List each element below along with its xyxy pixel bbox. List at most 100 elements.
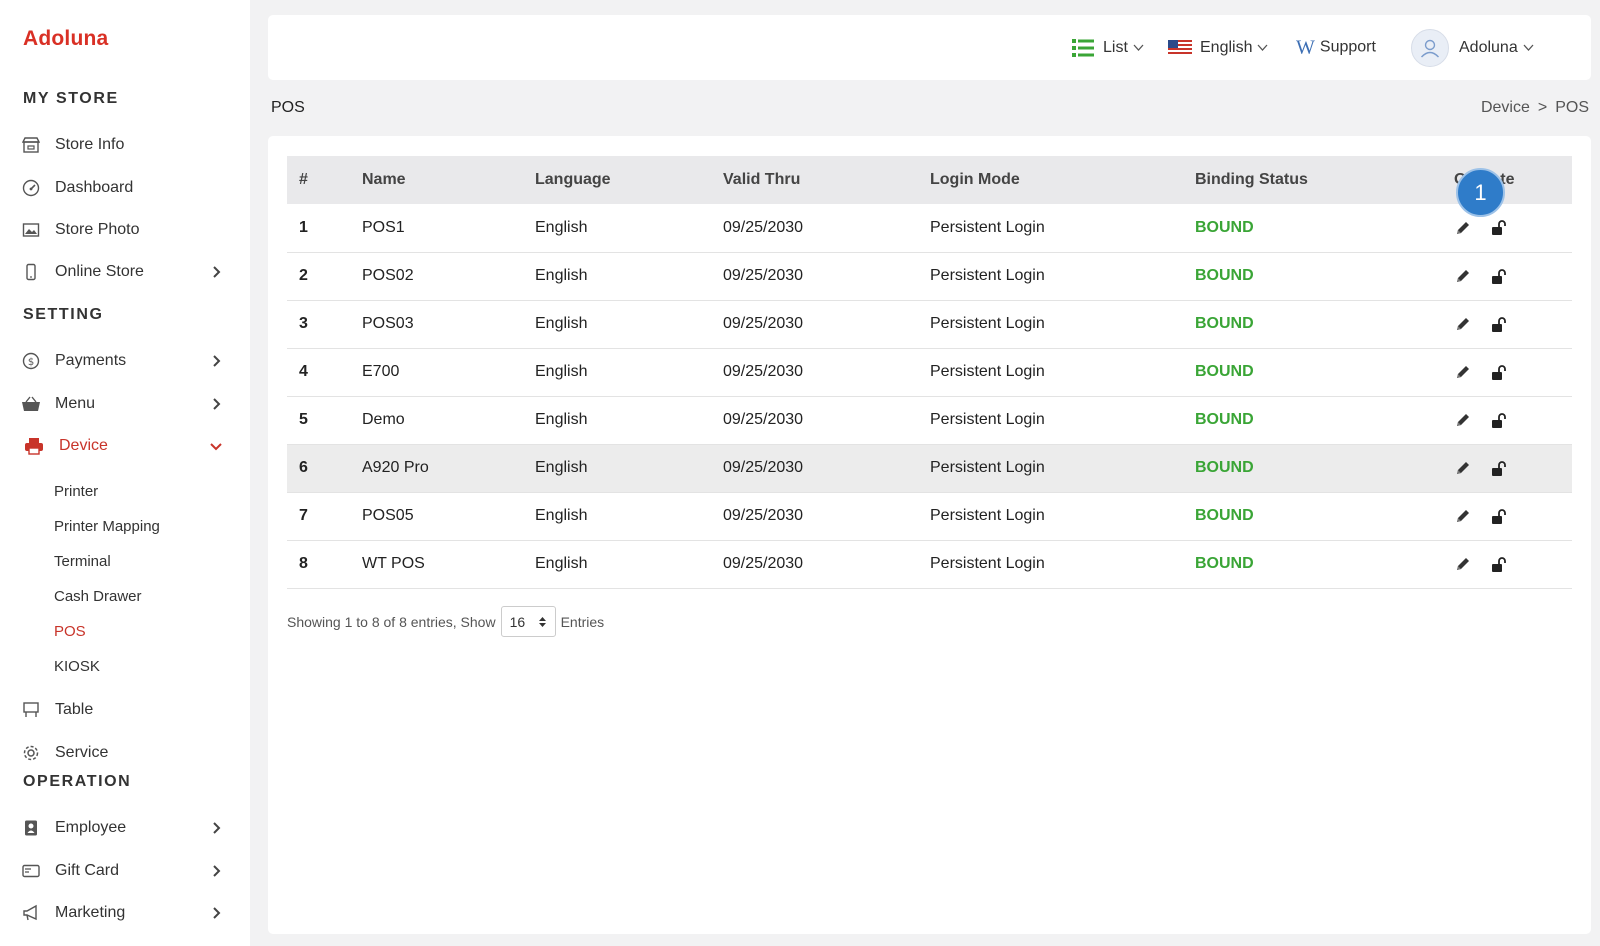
sidebar-item-service[interactable]: Service [0,733,250,773]
edit-pencil-icon[interactable] [1454,363,1472,381]
user-menu[interactable]: Adoluna [1411,28,1534,67]
cell-operate [1454,492,1572,540]
sidebar-item-table[interactable]: Table [0,690,250,730]
sidebar-item-online-store[interactable]: Online Store [0,252,250,292]
cell-operate [1454,540,1572,588]
chevron-down-icon [1258,44,1268,51]
unlock-icon[interactable] [1490,363,1508,381]
table-row[interactable]: 2 POS02 English 09/25/2030 Persistent Login B… [287,252,1572,300]
unlock-icon[interactable] [1490,555,1508,573]
sidebar-item-label: Store Photo [55,221,140,238]
sidebar-sub-printer[interactable]: Printer [54,483,99,500]
unlock-icon[interactable] [1490,315,1508,333]
cell-login-mode: Persistent Login [930,267,1045,284]
edit-pencil-icon[interactable] [1454,555,1472,573]
cell-valid-thru: 09/25/2030 [723,363,804,380]
svg-text:$: $ [28,357,34,368]
cell-operate [1454,204,1572,252]
cell-number: 2 [299,267,308,284]
user-name: Adoluna [1459,38,1518,56]
unlock-icon[interactable] [1490,219,1508,237]
cell-number: 1 [299,218,308,236]
chevron-down-icon [1133,44,1144,51]
cell-login-mode: Persistent Login [930,315,1045,332]
unlock-icon[interactable] [1490,267,1508,285]
cell-number: 3 [299,315,308,332]
edit-pencil-icon[interactable] [1454,315,1472,333]
sidebar-sub-terminal[interactable]: Terminal [54,553,111,570]
col-header-number[interactable]: # [299,171,308,188]
cell-number: 8 [299,555,308,572]
cell-binding-status: BOUND [1195,411,1254,428]
megaphone-icon [21,903,41,923]
col-header-name[interactable]: Name [362,171,406,188]
app-logo[interactable]: Adoluna [23,27,109,50]
col-header-binding-status[interactable]: Binding Status [1195,171,1308,188]
table-row[interactable]: 8 WT POS English 09/25/2030 Persistent Login… [287,540,1572,588]
edit-pencil-icon[interactable] [1454,411,1472,429]
cell-login-mode: Persistent Login [930,218,1045,236]
table-row[interactable]: 4 E700 English 09/25/2030 Persistent Login BO… [287,348,1572,396]
cell-binding-status: BOUND [1195,507,1254,524]
chevron-right-icon [213,398,221,410]
sidebar-item-marketing[interactable]: Marketing [0,893,250,933]
sidebar-item-label: Payments [55,352,127,369]
cell-language: English [535,363,588,380]
cell-language: English [535,507,588,524]
sidebar-item-store-info[interactable]: Store Info [0,125,250,165]
cell-login-mode: Persistent Login [930,459,1045,476]
unlock-icon[interactable] [1490,411,1508,429]
list-view-dropdown[interactable]: List [1072,38,1144,58]
section-my-store: MY STORE [23,90,119,107]
breadcrumb-device[interactable]: Device [1480,99,1530,116]
edit-pencil-icon[interactable] [1454,507,1472,525]
phone-icon [21,262,41,282]
unlock-icon[interactable] [1490,507,1508,525]
unlock-icon[interactable] [1490,459,1508,477]
sidebar-sub-printer-mapping[interactable]: Printer Mapping [54,518,160,535]
cell-language: English [535,411,588,428]
table-row[interactable]: 7 POS05 English 09/25/2030 Persistent Login B… [287,492,1572,540]
cell-operate [1454,396,1572,444]
cell-name: POS05 [362,507,414,524]
sidebar-item-payments[interactable]: $ Payments [0,341,250,381]
sidebar-item-label: Marketing [55,904,126,921]
chevron-right-icon [213,355,221,367]
chevron-right-icon [213,865,221,877]
sidebar-item-dashboard[interactable]: Dashboard [0,168,250,208]
edit-pencil-icon[interactable] [1454,267,1472,285]
support-label: Support [1319,38,1376,56]
list-icon [1072,38,1094,58]
sidebar-item-menu[interactable]: Menu [0,384,250,424]
breadcrumb: Device > POS [1481,99,1589,117]
sidebar-sub-cash-drawer[interactable]: Cash Drawer [54,588,142,605]
table-row[interactable]: 1 POS1 English 09/25/2030 Persistent Login BO… [287,204,1572,252]
col-header-valid-thru[interactable]: Valid Thru [723,171,801,188]
sort-arrows-icon [538,616,546,627]
table-icon [21,700,41,720]
table-header-row: # Name Language Valid Thru Login Mode Bi… [287,156,1572,204]
col-header-language[interactable]: Language [535,171,611,188]
cell-binding-status: BOUND [1195,363,1254,380]
sidebar-item-employee[interactable]: Employee [0,808,250,848]
pos-table: # Name Language Valid Thru Login Mode Bi… [287,156,1572,589]
cell-number: 7 [299,507,308,524]
sidebar-sub-kiosk[interactable]: KIOSK [54,658,100,675]
edit-pencil-icon[interactable] [1454,459,1472,477]
sidebar: Adoluna MY STORE Store Info Dashboard St… [0,0,250,946]
edit-pencil-icon[interactable] [1454,219,1472,237]
table-row[interactable]: 3 POS03 English 09/25/2030 Persistent Login B… [287,300,1572,348]
sidebar-item-label: Online Store [55,263,144,280]
table-row[interactable]: 6 A920 Pro English 09/25/2030 Persistent Log… [287,444,1572,492]
sidebar-item-gift-card[interactable]: Gift Card [0,851,250,891]
language-dropdown[interactable]: English [1168,39,1268,57]
sidebar-item-store-photo[interactable]: Store Photo [0,210,250,250]
sidebar-item-device[interactable]: Device [0,426,250,466]
col-header-login-mode[interactable]: Login Mode [930,171,1020,188]
table-row[interactable]: 5 Demo English 09/25/2030 Persistent Login BO… [287,396,1572,444]
support-link[interactable]: W Support [1296,36,1376,59]
sidebar-sub-pos[interactable]: POS [54,623,86,640]
page-size-select[interactable]: 16 [500,606,556,637]
showing-text: Showing 1 to 8 of 8 entries, Show [287,613,496,630]
printer-icon [24,436,44,456]
